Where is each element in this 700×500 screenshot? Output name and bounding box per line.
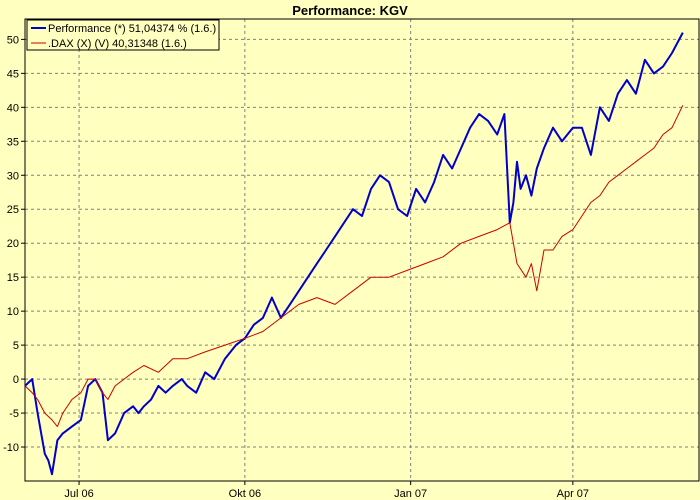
y-tick-label: 0 — [13, 374, 19, 386]
series-lines — [24, 32, 684, 476]
y-tick-label: 40 — [7, 102, 19, 114]
y-tick-label: 5 — [13, 340, 19, 352]
grid-lines — [25, 19, 699, 481]
x-tick-label: Jan 07 — [394, 488, 427, 500]
chart-title: Performance: KGV — [292, 3, 408, 18]
y-tick-label: 15 — [7, 272, 19, 284]
y-tick-label: 35 — [7, 136, 19, 148]
x-tick-label: Jul 06 — [64, 488, 93, 500]
y-tick-label: 20 — [7, 238, 19, 250]
plot-area-frame — [24, 18, 700, 482]
series-line-dax — [24, 105, 684, 428]
x-tick-label: Apr 07 — [557, 488, 589, 500]
y-tick-label: 10 — [7, 306, 19, 318]
series-line-performance — [24, 32, 684, 476]
x-axis: Jul 06 Okt 06 Jan 07 Apr 07 — [64, 481, 589, 500]
legend-box — [26, 19, 220, 51]
y-tick-label: 50 — [7, 34, 19, 46]
y-tick-label: -5 — [9, 408, 19, 420]
y-tick-label: 45 — [7, 68, 19, 80]
y-tick-label: 25 — [7, 204, 19, 216]
y-tick-label: -10 — [3, 442, 19, 454]
legend-label-dax: .DAX (X) (V) 40,31348 (1.6.) — [48, 38, 187, 50]
legend-label-performance: Performance (*) 51,04374 % (1.6.) — [48, 23, 216, 35]
legend: Performance (*) 51,04374 % (1.6.) .DAX (… — [26, 19, 220, 51]
y-tick-label: 30 — [7, 170, 19, 182]
x-tick-label: Okt 06 — [229, 488, 261, 500]
